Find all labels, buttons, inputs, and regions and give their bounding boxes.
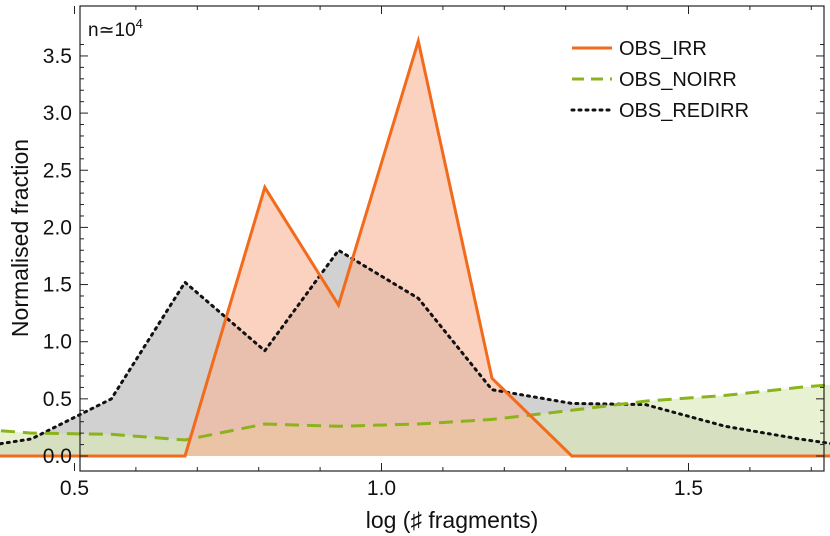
area-obs-irr xyxy=(0,41,830,456)
x-tick-label: 1.0 xyxy=(367,477,396,500)
y-axis-label: Normalised fraction xyxy=(7,139,33,337)
series-lines xyxy=(0,35,830,458)
x-axis-label: log (♯ fragments) xyxy=(366,507,539,533)
legend: OBS_IRR OBS_NOIRR OBS_REDIRR xyxy=(570,38,749,122)
y-tick-label: 2.0 xyxy=(43,216,72,239)
legend-label-obs-irr: OBS_IRR xyxy=(619,38,707,60)
x-tick-label: 1.5 xyxy=(674,477,703,500)
line-obs-irr xyxy=(0,35,830,458)
legend-label-obs-noirr: OBS_NOIRR xyxy=(619,69,737,91)
x-tick-label: 0.5 xyxy=(60,477,89,500)
y-tick-label: 3.5 xyxy=(43,45,72,68)
axis-ticks: 0.51.01.52.00.00.51.01.52.02.53.03.5 xyxy=(43,6,824,500)
sample-size-annotation: n≃104 xyxy=(88,16,143,41)
y-tick-label: 2.5 xyxy=(43,159,72,182)
y-tick-label: 1.5 xyxy=(43,274,72,297)
y-tick-label: 0.0 xyxy=(43,445,72,468)
y-tick-label: 1.0 xyxy=(43,331,72,354)
line-obs-noirr xyxy=(0,383,830,442)
y-tick-label: 0.5 xyxy=(43,388,72,411)
legend-label-obs-redirr: OBS_REDIRR xyxy=(619,100,749,122)
y-tick-label: 3.0 xyxy=(43,102,72,125)
